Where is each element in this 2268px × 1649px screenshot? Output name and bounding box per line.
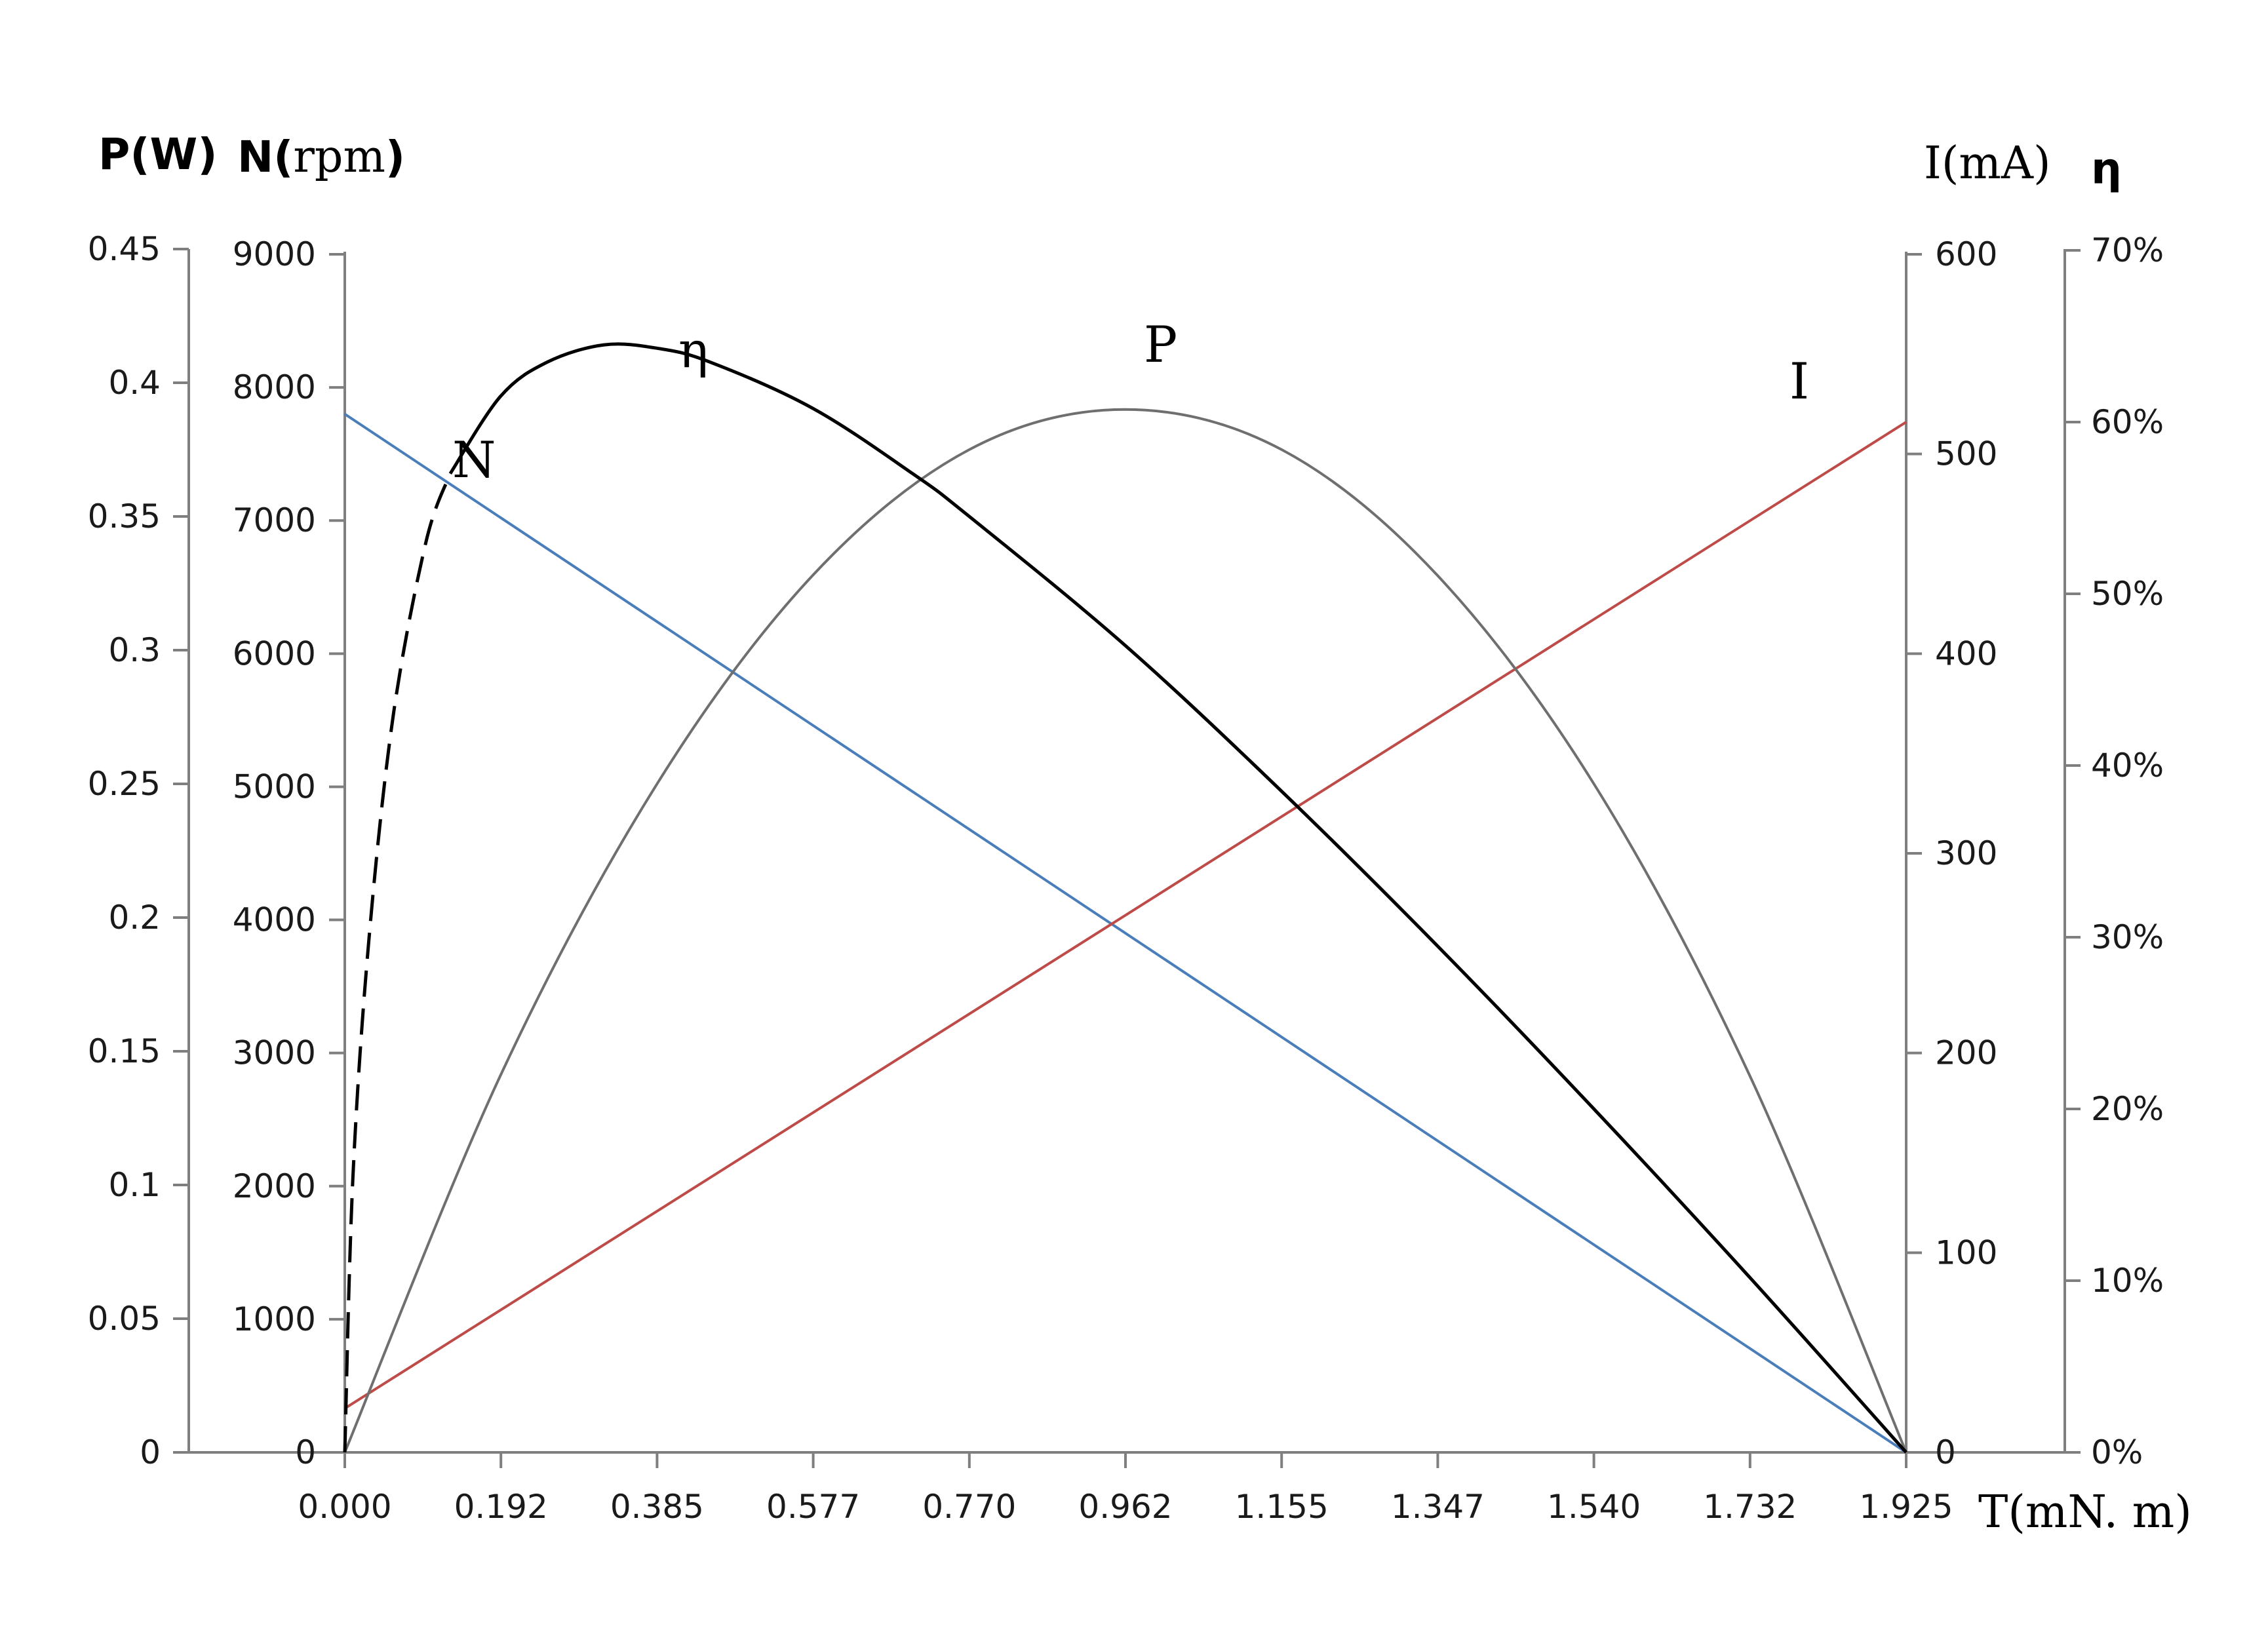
speed-axis-title-main: N(: [237, 132, 293, 182]
torque-tick-label: 0.192: [454, 1488, 548, 1526]
speed-axis-title: N(rpm): [237, 131, 405, 183]
current-tick-label: 100: [1935, 1233, 1997, 1271]
torque-tick-label: 1.347: [1391, 1488, 1485, 1526]
curve-label-n: N: [452, 431, 496, 489]
efficiency-tick-label: 40%: [2091, 747, 2164, 785]
torque-tick-label: 0.770: [922, 1488, 1016, 1526]
series-speed-line: [343, 413, 1907, 1454]
series-efficiency-dashed: [343, 473, 452, 1453]
efficiency-tick-label: 20%: [2091, 1090, 2164, 1128]
torque-axis-title: T(mN. m): [1978, 1486, 2192, 1538]
torque-tick-label: 1.732: [1703, 1488, 1797, 1526]
curve-label-i: I: [1789, 352, 1809, 410]
speed-tick-label: 2000: [233, 1167, 316, 1205]
torque-tick-label: 0.000: [298, 1488, 391, 1526]
curve-label-p: P: [1144, 315, 1177, 374]
power-tick-label: 0.2: [108, 899, 161, 937]
current-tick-label: 500: [1935, 435, 1997, 473]
current-tick-label: 300: [1935, 834, 1997, 872]
torque-tick-label: 0.577: [766, 1488, 860, 1526]
power-tick-label: 0.4: [108, 364, 161, 402]
efficiency-tick-label: 50%: [2091, 575, 2164, 613]
efficiency-tick-label: 60%: [2091, 403, 2164, 441]
speed-tick-label: 5000: [233, 767, 316, 805]
series-current-line: [343, 421, 1907, 1410]
power-tick-label: 0.35: [88, 497, 161, 535]
speed-tick-label: 9000: [233, 235, 316, 273]
ticks: 00.050.10.150.20.250.30.350.40.450100020…: [88, 230, 2164, 1526]
current-tick-label: 200: [1935, 1034, 1997, 1072]
power-tick-label: 0.15: [88, 1032, 161, 1070]
power-tick-label: 0: [140, 1433, 161, 1471]
speed-tick-label: 0: [295, 1433, 316, 1471]
speed-tick-label: 3000: [233, 1034, 316, 1072]
torque-tick-label: 1.540: [1547, 1488, 1641, 1526]
current-axis-title: I(mA): [1924, 138, 2051, 189]
curve-label-eta: η: [678, 320, 709, 379]
speed-tick-label: 6000: [233, 634, 316, 672]
power-tick-label: 0.25: [88, 765, 161, 803]
efficiency-tick-label: 30%: [2091, 918, 2164, 956]
axes: [187, 249, 2066, 1454]
current-tick-label: 0: [1935, 1433, 1956, 1471]
speed-axis-title-unit: rpm: [293, 131, 385, 183]
series: [343, 342, 1907, 1454]
current-tick-label: 400: [1935, 634, 1997, 672]
power-tick-label: 0.45: [88, 230, 161, 268]
efficiency-tick-label: 0%: [2091, 1433, 2143, 1471]
speed-axis-title-close: ): [385, 132, 405, 182]
power-axis-title: P(W): [98, 129, 218, 180]
efficiency-axis-title: η: [2091, 144, 2122, 194]
torque-tick-label: 1.155: [1235, 1488, 1329, 1526]
efficiency-tick-label: 10%: [2091, 1262, 2164, 1300]
power-tick-label: 0.1: [108, 1166, 161, 1204]
series-efficiency-line: [448, 342, 1907, 1454]
efficiency-tick-label: 70%: [2091, 231, 2164, 269]
power-tick-label: 0.05: [88, 1300, 161, 1338]
power-tick-label: 0.3: [108, 631, 161, 669]
current-tick-label: 600: [1935, 235, 1997, 273]
speed-tick-label: 8000: [233, 368, 316, 406]
speed-tick-label: 1000: [233, 1300, 316, 1338]
torque-tick-label: 0.385: [610, 1488, 704, 1526]
torque-tick-label: 1.925: [1859, 1488, 1953, 1526]
speed-tick-label: 7000: [233, 501, 316, 539]
series-power-line: [343, 408, 1907, 1453]
speed-tick-label: 4000: [233, 901, 316, 939]
torque-tick-label: 0.962: [1078, 1488, 1172, 1526]
